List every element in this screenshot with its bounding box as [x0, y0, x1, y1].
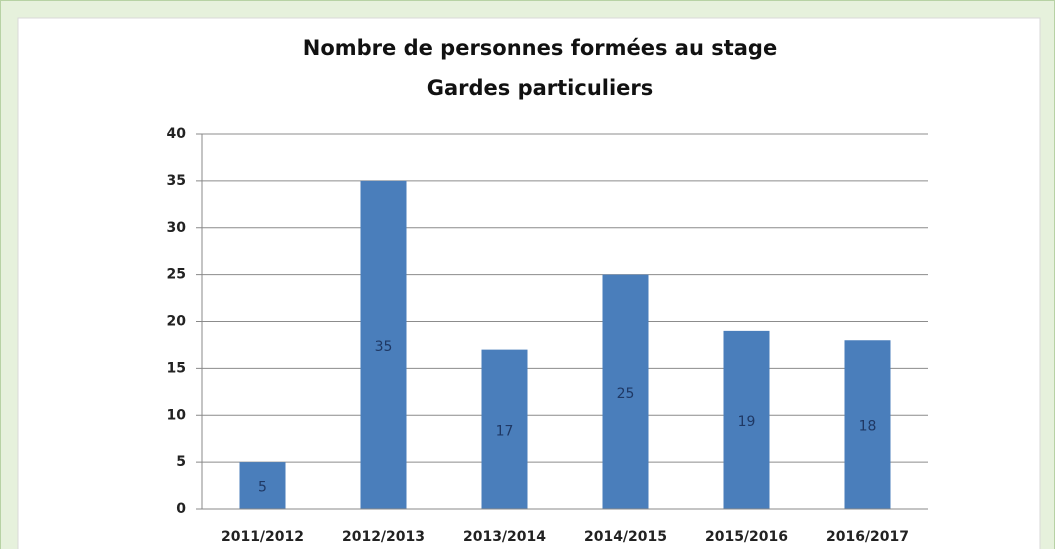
bar: [844, 340, 891, 509]
x-tick-label: 2016/2017: [826, 529, 909, 545]
x-tick-label: 2011/2012: [221, 529, 304, 545]
chart-title: Gardes particuliers: [427, 76, 654, 100]
y-tick-label: 40: [167, 126, 187, 142]
y-tick-label: 30: [167, 220, 187, 236]
data-label: 25: [617, 386, 635, 402]
y-tick-label: 5: [176, 454, 186, 470]
x-tick-label: 2014/2015: [584, 529, 667, 545]
y-tick-label: 25: [167, 267, 186, 283]
x-tick-label: 2013/2014: [463, 529, 546, 545]
x-tick-label: 2015/2016: [705, 529, 788, 545]
y-tick-label: 10: [167, 407, 187, 423]
data-label: 19: [738, 414, 756, 430]
bar: [239, 462, 286, 509]
data-label: 5: [258, 480, 267, 496]
y-tick-label: 35: [167, 173, 186, 189]
bar: [723, 330, 770, 509]
y-tick-label: 0: [176, 501, 186, 517]
y-tick-label: 15: [167, 360, 186, 376]
chart-title: Nombre de personnes formées au stage: [303, 36, 777, 60]
data-label: 35: [375, 339, 393, 355]
bar: [360, 180, 407, 509]
bar: [481, 349, 528, 509]
data-label: 17: [496, 423, 514, 439]
x-tick-label: 2012/2013: [342, 529, 425, 545]
data-label: 18: [859, 419, 877, 435]
bar: [602, 274, 649, 509]
y-tick-label: 20: [167, 314, 187, 330]
